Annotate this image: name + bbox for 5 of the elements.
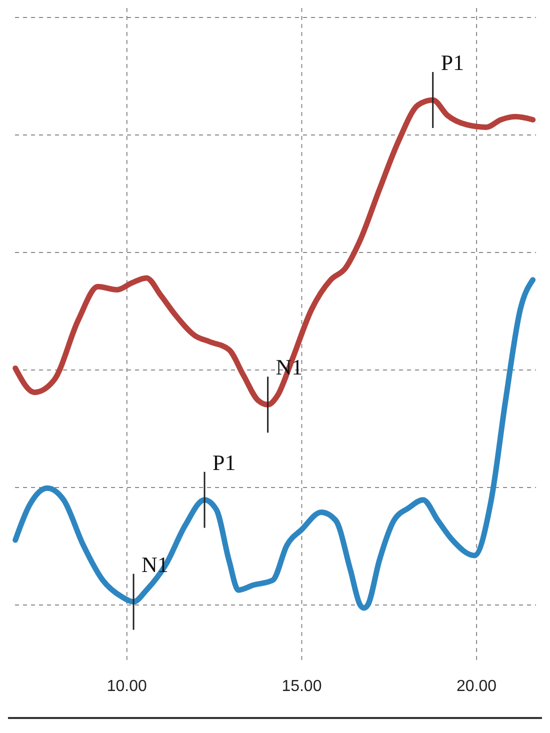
x-tick-label: 10.00: [106, 678, 148, 695]
x-tick-label: 15.00: [282, 678, 322, 695]
annotation: P1: [212, 450, 236, 475]
x-tick-label: 20.00: [456, 678, 497, 695]
annotation: P1: [440, 50, 464, 75]
